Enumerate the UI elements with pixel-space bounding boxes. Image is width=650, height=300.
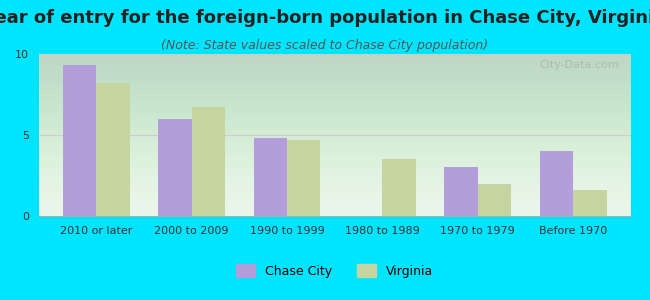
Bar bbox=[192, 107, 225, 216]
Bar bbox=[478, 184, 512, 216]
Bar bbox=[382, 159, 416, 216]
Bar bbox=[96, 83, 129, 216]
Bar bbox=[287, 140, 320, 216]
Text: City-Data.com: City-Data.com bbox=[539, 61, 619, 70]
Bar bbox=[573, 190, 606, 216]
Bar bbox=[254, 138, 287, 216]
Text: Year of entry for the foreign-born population in Chase City, Virginia: Year of entry for the foreign-born popul… bbox=[0, 9, 650, 27]
Text: (Note: State values scaled to Chase City population): (Note: State values scaled to Chase City… bbox=[161, 39, 489, 52]
Bar bbox=[540, 151, 573, 216]
Legend: Chase City, Virginia: Chase City, Virginia bbox=[231, 259, 438, 283]
Bar bbox=[445, 167, 478, 216]
Bar bbox=[63, 65, 96, 216]
Bar bbox=[158, 119, 192, 216]
